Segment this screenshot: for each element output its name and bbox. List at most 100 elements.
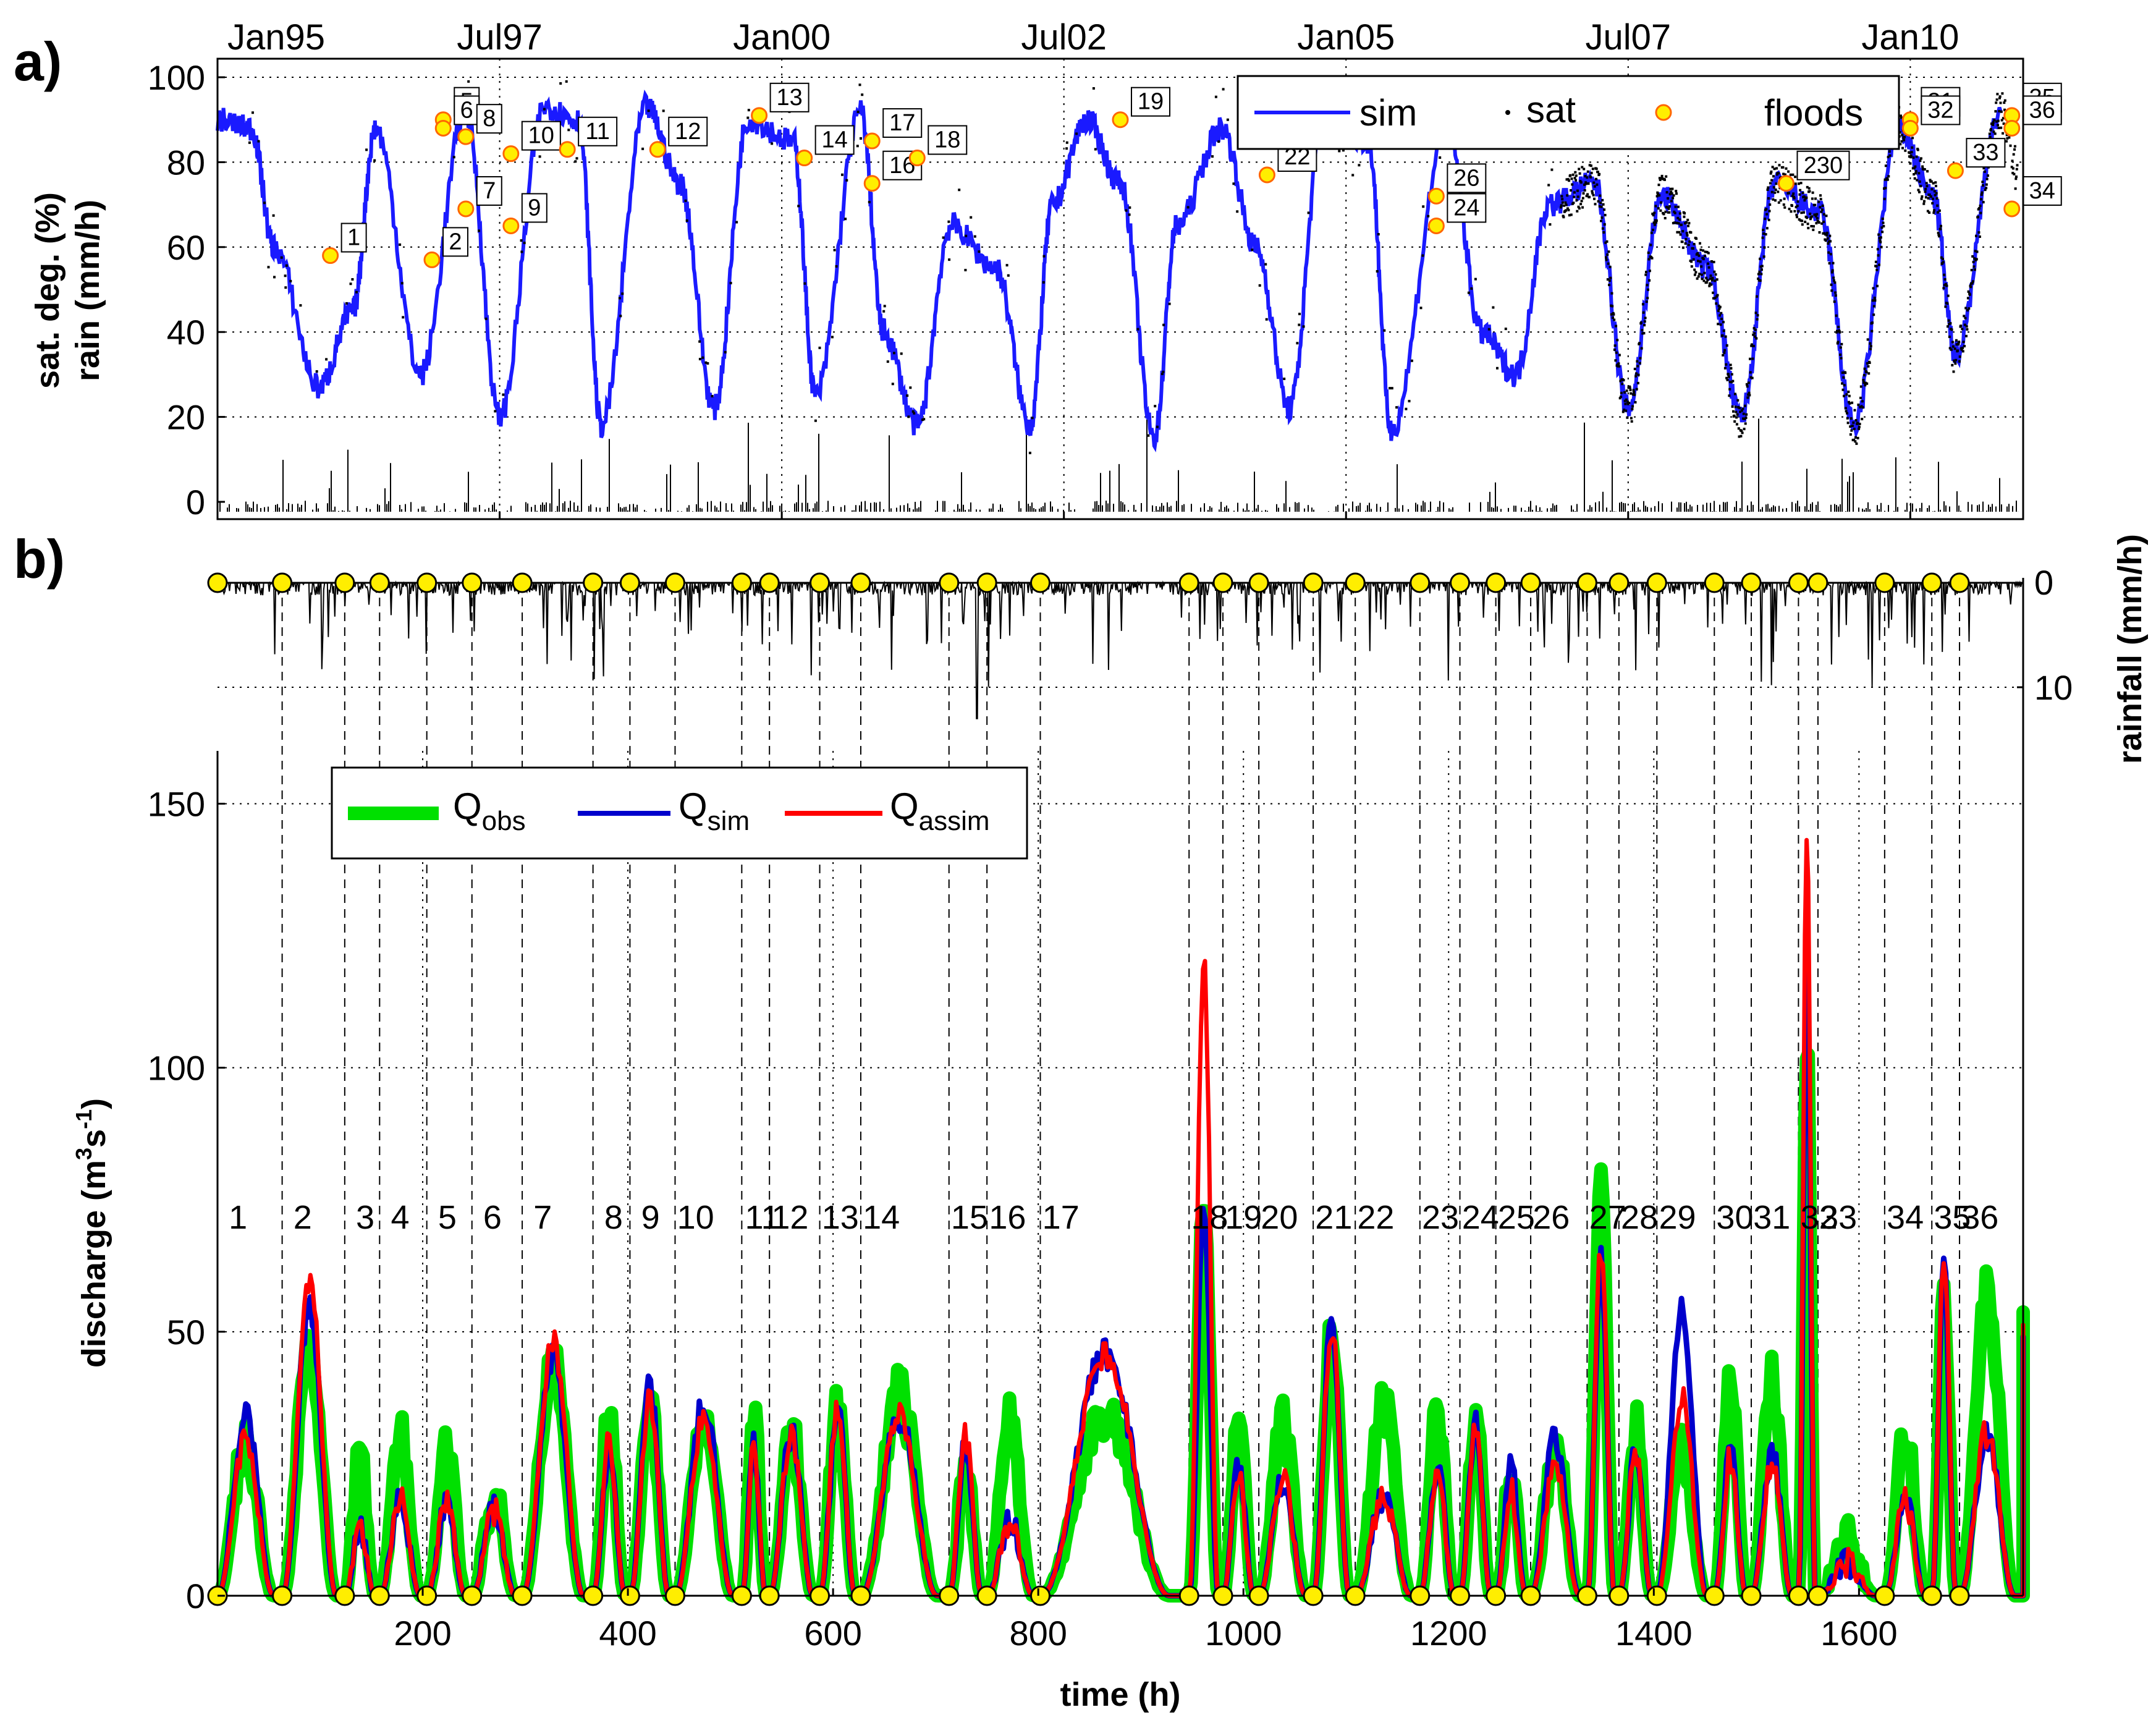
panel-b-y-ticks: 0 50 100 150	[148, 784, 225, 1616]
panel-a-legend: sim sat floods	[1237, 75, 1900, 150]
date-label-Jul02: Jul02	[1021, 17, 1107, 57]
event-marker-top-11	[759, 572, 780, 593]
panel-b-ytick-100: 100	[148, 1049, 205, 1088]
date-label-Jul07: Jul07	[1585, 17, 1671, 57]
event-number-25: 25	[1498, 1199, 1535, 1236]
flood-box-24	[1447, 193, 1487, 223]
flood-label-26: 26	[1453, 165, 1479, 191]
panel-b-xtick-400: 400	[599, 1614, 656, 1653]
panel-a-ytick-100: 100	[148, 58, 205, 97]
event-marker-bottom-4	[416, 1585, 438, 1606]
event-boundary-markers	[207, 572, 1970, 1606]
flood-box-10	[521, 121, 561, 151]
panel-a-ytick-0: 0	[186, 483, 205, 522]
event-number-11: 11	[745, 1199, 780, 1236]
panel-b-legend: Qobs Qsim Qassim	[331, 766, 1028, 860]
event-number-3: 3	[356, 1199, 374, 1236]
panel-b-xtick-1200: 1200	[1410, 1614, 1487, 1653]
event-marker-top-18	[1212, 572, 1233, 593]
panel-a-grid	[218, 59, 2023, 519]
event-number-17: 17	[1042, 1199, 1080, 1236]
event-marker-top-17	[1178, 572, 1199, 593]
flood-marker-7	[457, 200, 475, 218]
flood-label-19: 19	[1138, 89, 1164, 115]
panel-b-ylabel-sup2: -1	[71, 1109, 96, 1129]
flood-label-11: 11	[585, 119, 609, 145]
panel-b-xtick-1000: 1000	[1205, 1614, 1282, 1653]
rainfall-axis-label: rainfall (mm/h)	[2112, 534, 2149, 764]
flood-marker-17	[863, 132, 881, 150]
event-marker-bottom-32	[1807, 1585, 1828, 1606]
event-marker-bottom-20	[1303, 1585, 1324, 1606]
flood-box-33	[1966, 138, 2006, 168]
flood-box-19	[1131, 87, 1170, 117]
event-marker-top-12	[810, 572, 831, 593]
event-number-9: 9	[641, 1199, 660, 1236]
flood-box-9	[521, 193, 547, 223]
panel-b-xtick-1600: 1600	[1820, 1614, 1898, 1653]
event-number-34: 34	[1887, 1199, 1924, 1236]
event-marker-top-10	[731, 572, 752, 593]
sim-line	[216, 89, 2003, 452]
event-marker-bottom-28	[1646, 1585, 1667, 1606]
event-marker-top-3	[369, 572, 390, 593]
flood-marker-36	[2003, 119, 2021, 137]
floods-legend-label: floods	[1764, 92, 1863, 133]
event-marker-bottom-30	[1741, 1585, 1762, 1606]
event-marker-top-0	[207, 572, 228, 593]
event-number-36: 36	[1961, 1199, 1998, 1236]
panel-a-ylabel-line1: sat. deg. (%)	[29, 192, 66, 389]
event-number-19: 19	[1225, 1199, 1262, 1236]
flood-marker-18	[908, 150, 926, 167]
event-marker-top-19	[1248, 572, 1269, 593]
flood-marker-2	[423, 251, 441, 268]
event-number-1: 1	[229, 1199, 247, 1236]
event-marker-bottom-17	[1178, 1585, 1199, 1606]
panel-b-xtick-800: 800	[1009, 1614, 1067, 1653]
event-marker-bottom-15	[976, 1585, 997, 1606]
event-number-7: 7	[533, 1199, 552, 1236]
flood-box-6	[454, 95, 480, 125]
q-obs-legend-sub: obs	[482, 806, 526, 836]
q-sim-legend-q: Q	[679, 786, 708, 827]
q-assim-legend-sub: assim	[919, 806, 990, 836]
flood-label-8: 8	[483, 106, 496, 132]
flood-box-2	[442, 227, 468, 257]
panel-b-ytick-0: 0	[186, 1577, 205, 1616]
flood-marker-6	[434, 119, 452, 137]
q-sim-legend-label: Qsim	[679, 786, 750, 836]
panel-a-ytick-40: 40	[167, 313, 205, 352]
flood-marker-32	[1901, 119, 1919, 137]
event-marker-top-27	[1609, 572, 1630, 593]
event-marker-top-14	[939, 572, 960, 593]
event-marker-top-31	[1788, 572, 1809, 593]
flood-box-34	[2022, 176, 2062, 206]
flood-label-13: 13	[776, 85, 802, 111]
panel-b-ylabel-text: discharge (m	[75, 1160, 112, 1368]
date-label-Jul97: Jul97	[457, 17, 543, 57]
date-label-Jan10: Jan10	[1861, 17, 1959, 57]
panel-a-ytick-60: 60	[167, 228, 205, 267]
event-marker-top-24	[1486, 572, 1507, 593]
event-marker-bottom-31	[1788, 1585, 1809, 1606]
event-number-14: 14	[863, 1199, 900, 1236]
event-number-5: 5	[438, 1199, 457, 1236]
q-assim-legend-label: Qassim	[890, 786, 990, 836]
flood-box-11	[578, 116, 618, 146]
event-dividers	[281, 583, 1961, 1596]
panel-b-ytick-50: 50	[167, 1313, 205, 1352]
event-marker-top-4	[416, 572, 438, 593]
flood-label-9: 9	[528, 195, 541, 221]
event-marker-bottom-19	[1248, 1585, 1269, 1606]
flood-label-24: 24	[1453, 195, 1479, 221]
flood-marker-11	[559, 141, 576, 158]
event-marker-top-32	[1807, 572, 1828, 593]
event-marker-top-2	[334, 572, 355, 593]
event-marker-top-5	[462, 572, 483, 593]
panel-b-label: b)	[14, 528, 65, 590]
event-marker-bottom-22	[1410, 1585, 1431, 1606]
date-label-Jan95: Jan95	[227, 17, 325, 57]
flood-label-34: 34	[2029, 178, 2055, 204]
flood-marker-14	[796, 150, 813, 167]
flood-markers: 1256789101112131416171819222426230313233…	[322, 82, 2062, 268]
